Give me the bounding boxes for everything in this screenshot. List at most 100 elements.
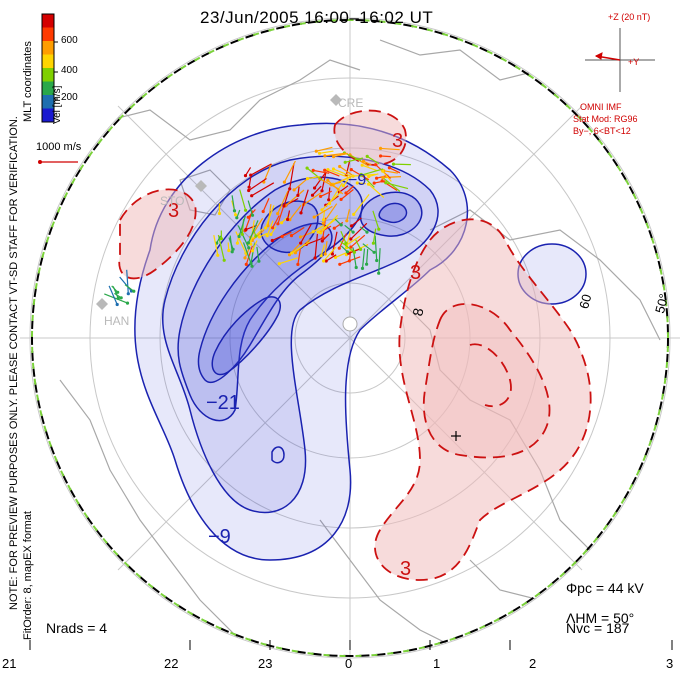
velocity-vector <box>324 169 340 177</box>
vector-origin <box>311 168 315 172</box>
vector-origin <box>365 262 369 266</box>
velocity-vector <box>291 241 311 254</box>
velocity-vector <box>239 189 247 211</box>
velocity-vector <box>353 173 376 177</box>
velocity-vector <box>313 169 330 174</box>
velocity-vector <box>361 168 384 176</box>
velocity-vector <box>300 189 309 214</box>
vector-origin <box>305 166 309 170</box>
neg-contour-5 <box>211 296 282 376</box>
vector-origin <box>217 211 222 216</box>
vector-origin <box>343 160 347 164</box>
velocity-vector <box>378 248 381 274</box>
vector-origin <box>235 241 239 245</box>
vector-origin <box>234 213 238 217</box>
vector-origin <box>311 230 315 234</box>
vector-origin <box>243 256 247 260</box>
vector-origin <box>365 230 369 234</box>
station-cre: CRE <box>338 96 364 110</box>
velocity-vector <box>303 192 322 206</box>
velocity-vector <box>248 177 252 188</box>
symbols <box>96 94 461 441</box>
velocity-vector <box>108 285 118 305</box>
velocity-vector <box>245 245 253 265</box>
pos-contour-3 <box>469 343 512 408</box>
velocity-vector <box>124 284 135 292</box>
vector-origin <box>320 239 324 243</box>
colorbar-tick-600: 600 <box>61 35 78 46</box>
velocity-vector <box>279 257 298 265</box>
vector-origin <box>331 167 336 171</box>
velocity-vector <box>251 229 265 241</box>
vector-origin <box>377 271 381 275</box>
velocity-vector <box>104 293 128 304</box>
mlt-label-22: 22 <box>164 656 179 671</box>
hm-boundary <box>31 19 669 657</box>
vector-origin <box>314 149 318 153</box>
contour-label-neg9b: −9 <box>348 172 367 189</box>
vector-origin <box>332 226 336 230</box>
vector-origin <box>250 249 255 253</box>
vector-origin <box>261 209 265 214</box>
velocity-vector <box>251 182 275 197</box>
velocity-vector <box>235 231 247 254</box>
vector-origin <box>341 184 345 188</box>
velocity-vector <box>355 239 362 250</box>
velocity-vector <box>289 163 295 189</box>
vector-origin <box>391 162 396 166</box>
colorbar-tick-200: 200 <box>61 92 78 103</box>
vector-origin <box>349 237 353 241</box>
velocity-vector <box>368 173 379 178</box>
velocity-vector <box>382 176 402 179</box>
scale-label: 1000 m/s <box>36 141 82 153</box>
vector-origin <box>246 241 250 245</box>
velocity-vector <box>339 240 355 253</box>
velocity-vector <box>314 172 326 189</box>
colorbar-segment <box>42 81 54 96</box>
velocity-vector <box>242 242 253 267</box>
vector-origin <box>344 241 348 245</box>
vector-origin <box>337 246 341 250</box>
vector-origin <box>119 296 123 300</box>
note-preview: NOTE: FOR PREVIEW PURPOSES ONLY. PLEASE … <box>8 116 20 610</box>
vector-origin <box>384 181 388 185</box>
vector-origin <box>327 202 332 206</box>
vector-origin <box>355 181 359 185</box>
velocity-vector <box>385 182 409 190</box>
velocity-vector <box>327 169 352 179</box>
velocity-vector <box>297 249 301 265</box>
vector-origin <box>323 154 327 158</box>
velocity-vector <box>374 235 378 261</box>
velocity-vector <box>389 167 401 174</box>
vector-origin <box>320 208 324 212</box>
vector-origin <box>372 181 376 185</box>
vector-origin <box>240 232 244 236</box>
vector-origin <box>327 198 331 202</box>
vector-origin <box>338 164 342 169</box>
velocity-vector <box>293 178 308 191</box>
vector-origin <box>244 227 248 232</box>
vector-origin <box>244 262 248 266</box>
vector-origin <box>319 254 323 258</box>
vector-origin <box>367 182 371 186</box>
velocity-vector <box>333 168 352 177</box>
vector-origin <box>132 289 136 293</box>
model-line1: Stat Mod: RG96 <box>573 114 638 124</box>
velocity-vector <box>339 185 349 193</box>
velocity-vector <box>284 189 305 207</box>
velocity-vector <box>281 231 292 238</box>
velocity-vector <box>319 150 334 154</box>
vector-origin <box>371 241 375 245</box>
vector-origin <box>323 168 327 172</box>
vector-origin <box>299 211 303 215</box>
velocity-vector <box>322 203 338 224</box>
vector-origin <box>280 234 284 239</box>
vector-origin <box>265 234 269 238</box>
stat-phi-pc: Φpc = 44 kV <box>566 580 644 596</box>
neg-contour-9 <box>271 446 285 464</box>
vector-origin <box>232 209 237 213</box>
vector-origin <box>349 168 353 172</box>
neg-contour-8 <box>378 202 408 224</box>
vector-origin <box>372 250 376 254</box>
vector-origin <box>387 166 391 170</box>
